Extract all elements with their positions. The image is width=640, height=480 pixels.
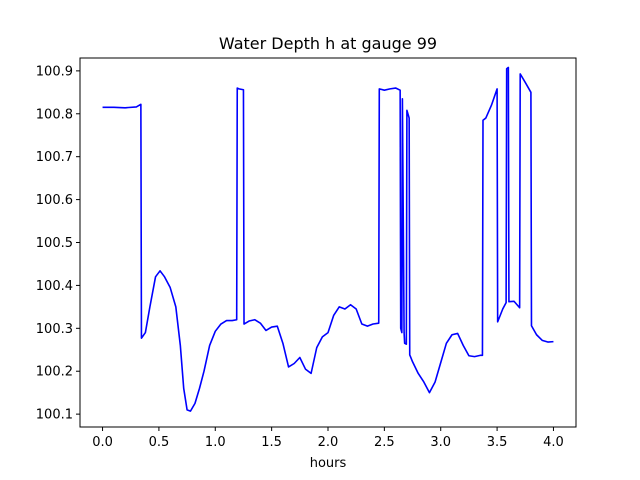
y-tick-label: 100.3 xyxy=(36,322,73,337)
x-tick-label: 3.0 xyxy=(430,435,451,450)
series-line-0 xyxy=(102,66,554,412)
plot-layer xyxy=(102,66,554,412)
y-tick-label: 100.2 xyxy=(36,365,73,380)
y-tick-label: 100.5 xyxy=(36,236,73,251)
x-axis: 0.0 0.5 1.0 1.5 2.0 2.5 3.0 3.5 4.0 xyxy=(92,427,564,450)
x-tick-label: 0.5 xyxy=(149,435,170,450)
x-tick-label: 0.0 xyxy=(92,435,113,450)
y-tick-label: 100.7 xyxy=(36,150,73,165)
y-tick-label: 100.9 xyxy=(36,64,73,79)
y-tick-label: 100.4 xyxy=(36,279,73,294)
x-tick-label: 2.5 xyxy=(374,435,395,450)
y-tick-label: 100.1 xyxy=(36,408,73,423)
x-tick-label: 1.5 xyxy=(261,435,282,450)
x-tick-label: 3.5 xyxy=(487,435,508,450)
x-tick-label: 2.0 xyxy=(318,435,339,450)
y-tick-label: 100.6 xyxy=(36,193,73,208)
chart-title: Water Depth h at gauge 99 xyxy=(219,34,437,53)
x-tick-label: 1.0 xyxy=(205,435,226,450)
x-tick-label: 4.0 xyxy=(543,435,564,450)
y-tick-label: 100.8 xyxy=(36,107,73,122)
x-axis-title: hours xyxy=(310,456,347,471)
y-axis: 100.1 100.2 100.3 100.4 100.5 100.6 100.7 100.8… xyxy=(36,64,80,423)
